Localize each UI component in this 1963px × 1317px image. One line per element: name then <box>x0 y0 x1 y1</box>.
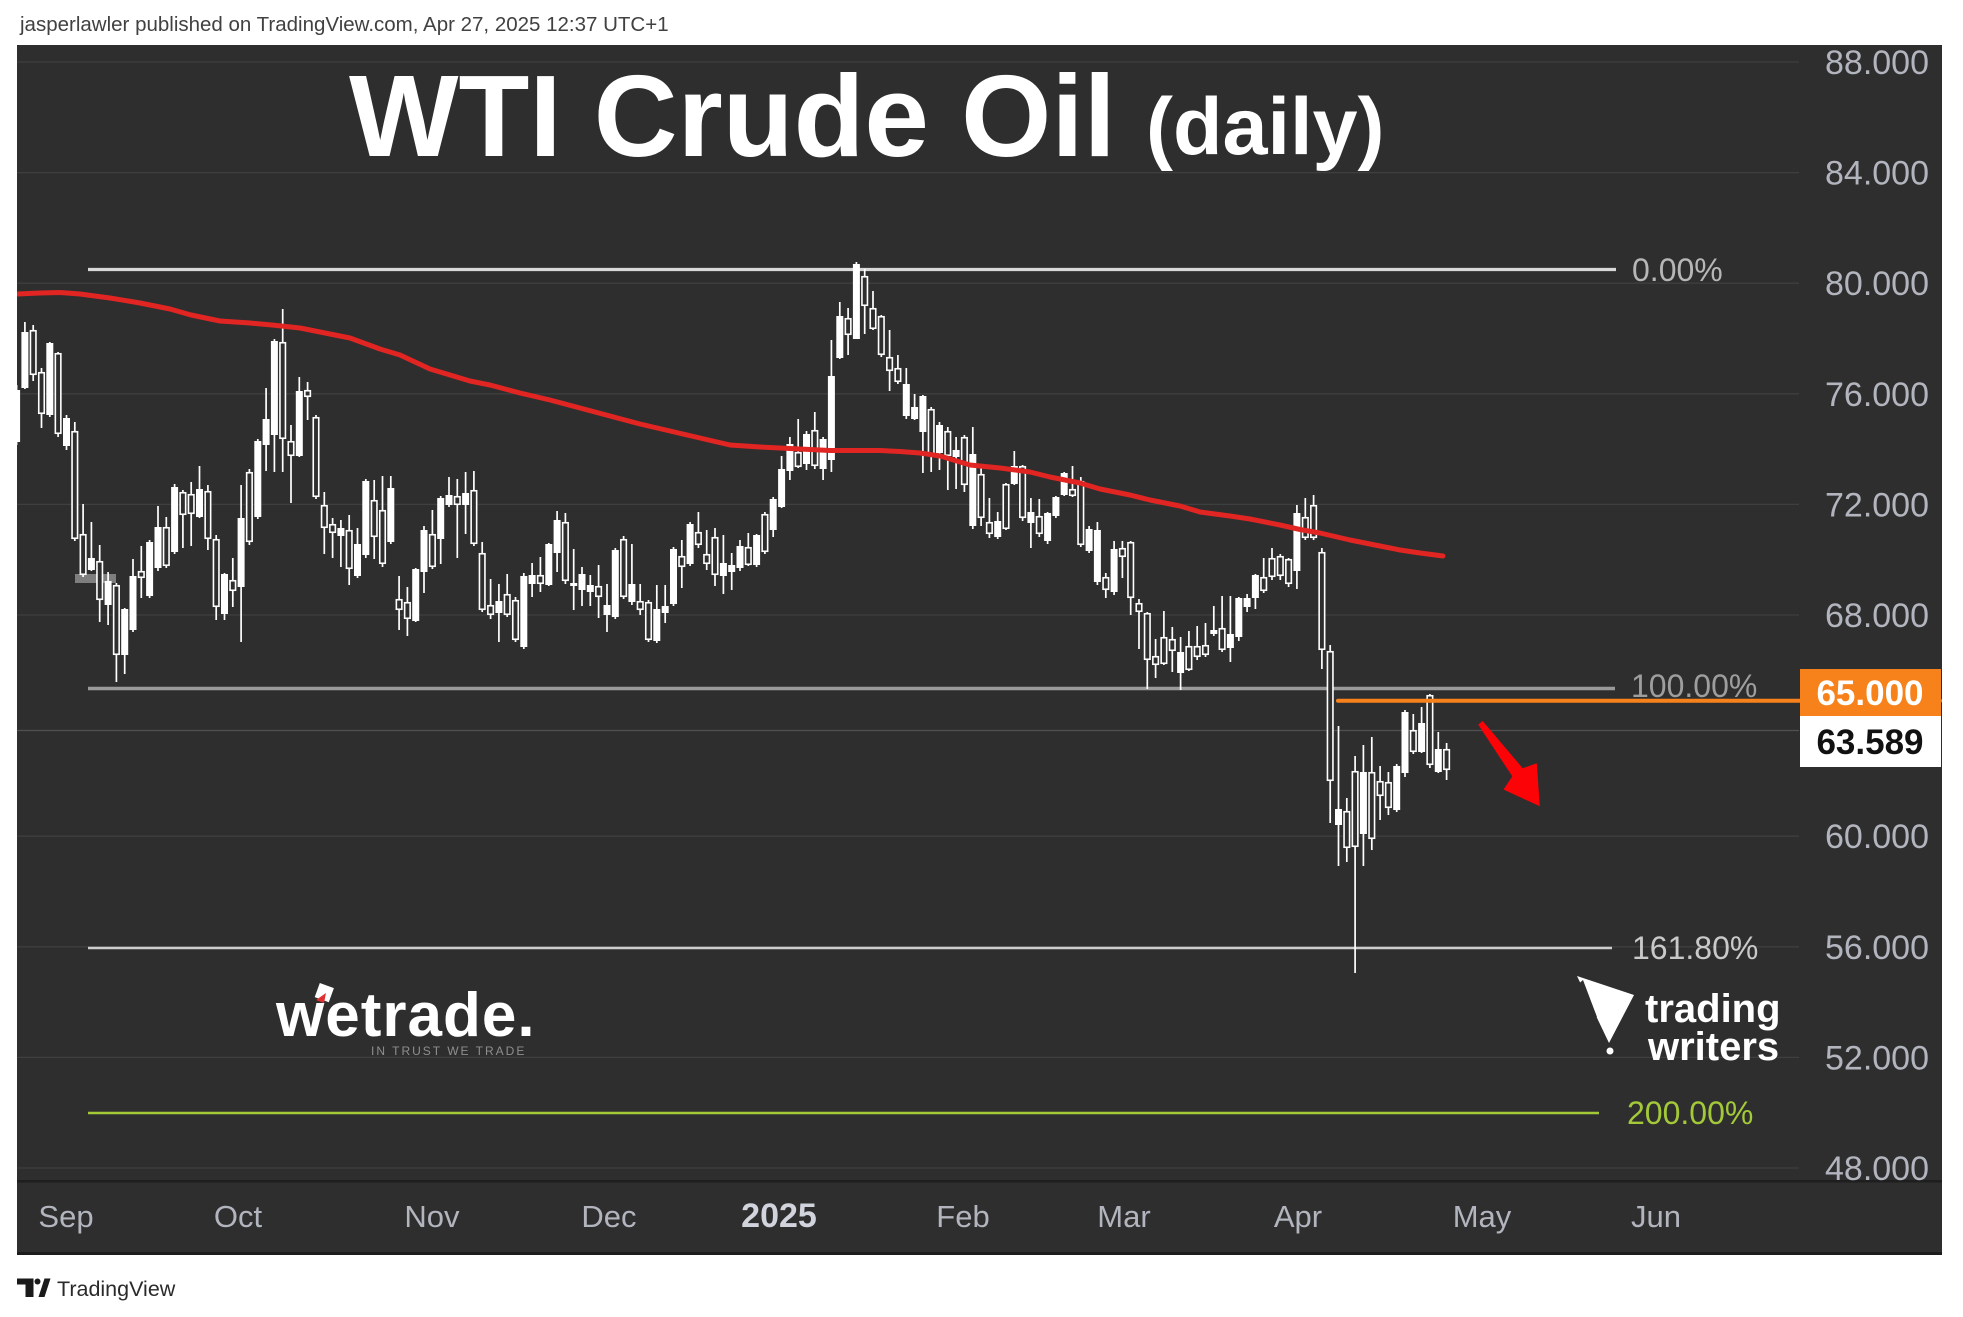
svg-text:100.00%: 100.00% <box>1631 668 1757 704</box>
svg-text:Mar: Mar <box>1097 1199 1150 1234</box>
svg-text:60.000: 60.000 <box>1825 818 1929 856</box>
svg-text:Jun: Jun <box>1631 1199 1681 1234</box>
svg-text:80.000: 80.000 <box>1825 265 1929 303</box>
svg-text:Feb: Feb <box>936 1199 989 1234</box>
svg-text:52.000: 52.000 <box>1825 1039 1929 1077</box>
svg-text:65.000: 65.000 <box>1816 674 1923 713</box>
svg-text:writers: writers <box>1647 1025 1779 1069</box>
svg-text:72.000: 72.000 <box>1825 486 1929 524</box>
svg-text:68.000: 68.000 <box>1825 597 1929 635</box>
svg-text:76.000: 76.000 <box>1825 376 1929 414</box>
svg-text:56.000: 56.000 <box>1825 929 1929 967</box>
svg-text:trading: trading <box>1645 987 1781 1031</box>
svg-text:IN TRUST WE TRADE: IN TRUST WE TRADE <box>371 1044 526 1058</box>
svg-text:161.80%: 161.80% <box>1632 930 1758 966</box>
svg-text:84.000: 84.000 <box>1825 155 1929 193</box>
svg-text:0.00%: 0.00% <box>1632 252 1723 288</box>
svg-text:Nov: Nov <box>404 1199 460 1234</box>
svg-text:wetrade.: wetrade. <box>275 981 536 1050</box>
svg-text:Sep: Sep <box>38 1199 93 1234</box>
svg-text:jasperlawler published on Trad: jasperlawler published on TradingView.co… <box>19 13 669 36</box>
svg-text:88.000: 88.000 <box>1825 44 1929 82</box>
svg-text:TradingView: TradingView <box>57 1277 176 1301</box>
svg-text:May: May <box>1453 1199 1512 1234</box>
svg-text:WTI Crude Oil: WTI Crude Oil <box>349 51 1116 181</box>
svg-text:200.00%: 200.00% <box>1627 1095 1753 1131</box>
svg-text:2025: 2025 <box>741 1197 817 1235</box>
svg-text:48.000: 48.000 <box>1825 1150 1929 1188</box>
svg-text:63.589: 63.589 <box>1816 723 1923 762</box>
svg-text:Dec: Dec <box>581 1199 636 1234</box>
svg-text:(daily): (daily) <box>1146 82 1385 172</box>
svg-text:Apr: Apr <box>1274 1199 1322 1234</box>
svg-text:Oct: Oct <box>214 1199 263 1234</box>
